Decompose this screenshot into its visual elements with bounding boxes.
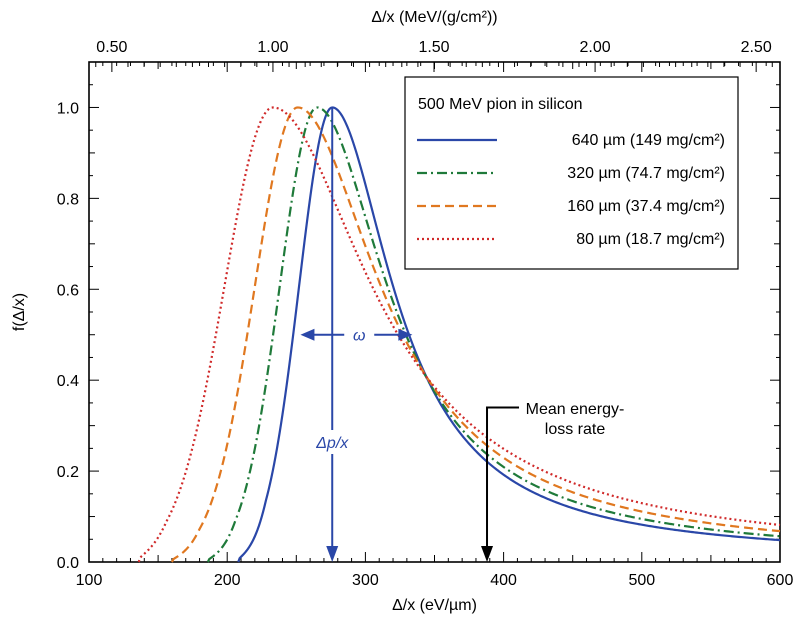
mean-label-line1: Mean energy- xyxy=(526,401,625,418)
series-line-0 xyxy=(237,106,781,563)
mpv-label-bg xyxy=(302,430,363,454)
x-tick-label: 300 xyxy=(352,572,379,589)
y-tick-label: 1.0 xyxy=(57,100,79,117)
annotation-layer: ω Δp/x Mean energy-loss rate xyxy=(300,107,624,562)
legend-entry-0: 640 µm (149 mg/cm²) xyxy=(572,132,725,149)
omega-arrow-right xyxy=(398,328,413,341)
omega-label: ω xyxy=(353,328,365,345)
mpv-label: Δp/x xyxy=(315,435,349,452)
axes-layer: 100 200 300 400 500 600 0.0 0.2 0.4 0.6 0.8 1.0 0.50… xyxy=(11,9,793,614)
top-tick-label: 1.50 xyxy=(418,39,449,56)
y-tick-label: 0.8 xyxy=(57,191,79,208)
top-tick-label: 2.00 xyxy=(580,39,611,56)
series-line-2 xyxy=(170,106,781,563)
y-tick-label: 0.4 xyxy=(57,373,79,390)
series-line-3 xyxy=(137,106,781,563)
top-tick-label: 2.50 xyxy=(741,39,772,56)
x-tick-label: 200 xyxy=(214,572,241,589)
mpv-arrow-head xyxy=(326,546,339,562)
y-tick-label: 0.6 xyxy=(57,282,79,299)
legend-entry-2: 160 µm (37.4 mg/cm²) xyxy=(567,198,725,215)
top-axis-title: Δ/x (MeV/(g/cm²)) xyxy=(371,9,497,26)
series-layer xyxy=(137,106,781,563)
top-tick-label: 1.00 xyxy=(257,39,288,56)
x-tick-label: 400 xyxy=(490,572,517,589)
x-tick-label: 600 xyxy=(767,572,794,589)
y-tick-label: 0.0 xyxy=(57,555,79,572)
legend-entry-1: 320 µm (74.7 mg/cm²) xyxy=(567,165,725,182)
mean-label-line2: loss rate xyxy=(545,421,606,438)
omega-arrow-left xyxy=(300,328,315,341)
x-tick-label: 100 xyxy=(76,572,103,589)
top-tick-label: 0.50 xyxy=(96,39,127,56)
omega-label-bg xyxy=(344,322,375,345)
legend-title: 500 MeV pion in silicon xyxy=(418,96,583,113)
y-axis-title: f(Δ/x) xyxy=(11,293,28,331)
y-tick-label: 0.2 xyxy=(57,464,79,481)
legend: 500 MeV pion in silicon 640 µm (149 mg/cm… xyxy=(404,76,739,270)
legend-entry-3: 80 µm (18.7 mg/cm²) xyxy=(576,231,725,248)
x-tick-label: 500 xyxy=(628,572,655,589)
mean-arrow-line xyxy=(486,406,520,548)
mean-arrow-head xyxy=(481,546,494,562)
x-axis-title: Δ/x (eV/µm) xyxy=(392,597,477,614)
